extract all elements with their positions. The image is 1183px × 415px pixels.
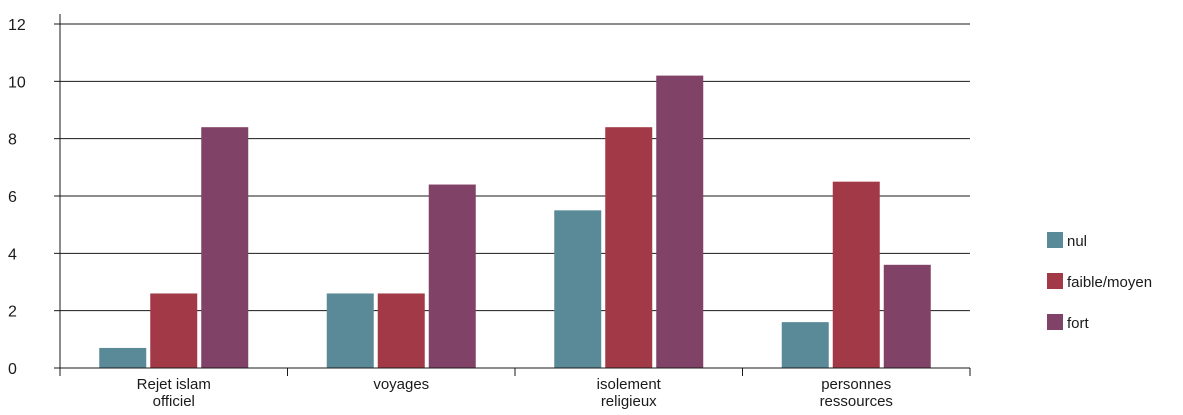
bar — [883, 264, 931, 368]
bar — [377, 293, 425, 368]
legend-label: fort — [1067, 315, 1090, 332]
y-tick-label: 10 — [8, 74, 26, 91]
x-category-label: isolement — [597, 376, 662, 393]
y-tick-label: 4 — [8, 246, 17, 263]
bar — [605, 127, 653, 368]
y-tick-label: 2 — [8, 304, 17, 321]
bars — [99, 75, 931, 368]
x-category-label: religieux — [601, 393, 657, 410]
x-category-label: ressources — [820, 393, 893, 410]
x-category-label: Rejet islam — [137, 376, 211, 393]
legend-label: faible/moyen — [1067, 274, 1152, 291]
y-tick-label: 0 — [8, 361, 17, 378]
bar — [832, 181, 880, 368]
bar — [781, 322, 829, 368]
legend-label: nul — [1067, 233, 1087, 250]
legend-swatch — [1047, 232, 1063, 248]
y-tick-label: 12 — [8, 17, 26, 34]
bar — [326, 293, 374, 368]
x-category-label: officiel — [153, 393, 195, 410]
legend-swatch — [1047, 273, 1063, 289]
bar — [150, 293, 198, 368]
bar — [99, 347, 147, 368]
bar — [428, 184, 476, 368]
bar — [201, 127, 249, 368]
y-tick-label: 6 — [8, 189, 17, 206]
legend: nul faible/moyen fort — [1047, 232, 1152, 332]
bar — [656, 75, 704, 368]
legend-swatch — [1047, 314, 1063, 330]
y-axis-ticks: 0 2 4 6 8 10 12 — [8, 17, 60, 378]
y-tick-label: 8 — [8, 132, 17, 149]
bar — [554, 210, 602, 368]
axes — [59, 14, 971, 376]
x-category-label: personnes — [821, 376, 891, 393]
x-category-label: voyages — [373, 376, 429, 393]
